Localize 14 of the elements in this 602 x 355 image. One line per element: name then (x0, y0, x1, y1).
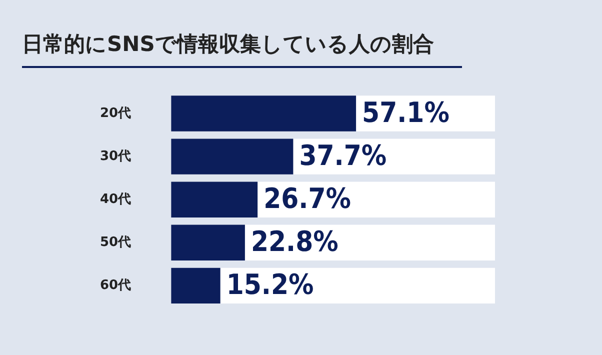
y-tick-label: 30代 (100, 148, 132, 164)
data-label: 57.1% (362, 96, 450, 129)
data-label: 22.8% (250, 224, 338, 258)
y-tick-label: 50代 (100, 235, 132, 250)
chart-title: 日常的にSNSで情報収集している人の割合 (22, 30, 462, 68)
bar (171, 182, 258, 218)
y-tick-label: 40代 (100, 192, 132, 207)
data-label: 37.7% (299, 138, 387, 172)
data-label: 26.7% (264, 182, 351, 215)
y-tick-label: 60代 (100, 278, 132, 294)
bar (171, 224, 245, 260)
data-label: 15.2% (226, 268, 314, 301)
bar (171, 268, 220, 304)
y-tick-label: 20代 (100, 106, 132, 121)
